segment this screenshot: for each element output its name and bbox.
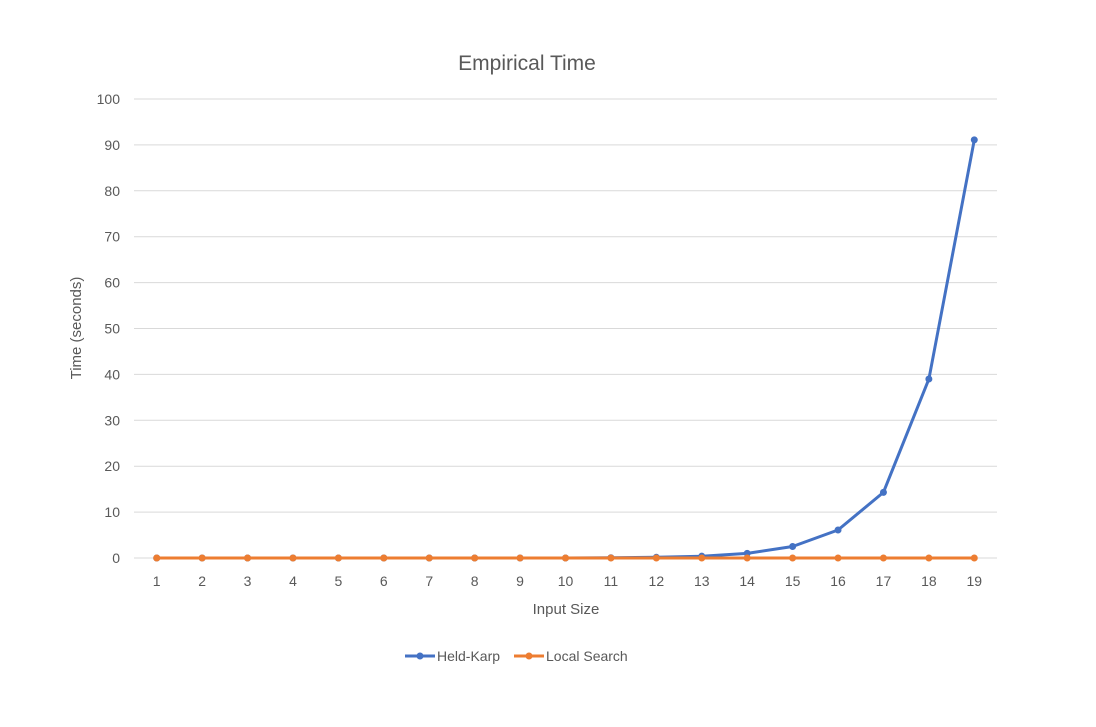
x-tick-label: 6 <box>380 573 388 589</box>
legend-item: Local Search <box>514 648 628 664</box>
data-point <box>652 554 660 562</box>
chart-title: Empirical Time <box>458 52 596 75</box>
x-tick-label: 3 <box>244 573 252 589</box>
y-tick-label: 0 <box>112 550 120 566</box>
legend-marker <box>525 652 533 660</box>
x-tick-label: 5 <box>334 573 342 589</box>
x-tick-label: 12 <box>649 573 665 589</box>
series-line <box>155 138 976 560</box>
data-point <box>834 554 842 562</box>
data-point <box>334 554 342 562</box>
y-tick-label: 90 <box>104 137 120 153</box>
y-axis-ticks: 0 10 20 30 40 50 60 70 80 90 100 <box>97 91 121 566</box>
data-point <box>562 554 569 562</box>
data-point <box>879 554 887 562</box>
data-point <box>970 136 978 144</box>
data-point <box>789 543 797 551</box>
y-tick-label: 60 <box>104 275 120 291</box>
gridlines <box>134 98 997 559</box>
legend-label: Held-Karp <box>437 648 500 664</box>
x-tick-label: 15 <box>785 573 801 589</box>
y-tick-label: 80 <box>104 183 120 199</box>
legend-marker <box>416 652 424 660</box>
data-point <box>153 554 161 562</box>
y-tick-label: 10 <box>104 504 120 520</box>
x-tick-label: 1 <box>153 573 161 589</box>
y-tick-label: 30 <box>104 412 120 428</box>
x-tick-label: 13 <box>694 573 710 589</box>
data-point <box>471 554 479 562</box>
x-tick-label: 11 <box>604 573 619 589</box>
x-tick-label: 4 <box>289 573 297 589</box>
data-point <box>879 488 887 496</box>
x-tick-label: 16 <box>830 573 846 589</box>
series-layer <box>153 136 978 562</box>
y-axis-title: Time (seconds) <box>68 277 85 380</box>
data-point <box>380 554 388 562</box>
y-tick-label: 70 <box>104 229 120 245</box>
y-tick-label: 50 <box>104 321 120 337</box>
x-tick-label: 8 <box>471 573 479 589</box>
data-point <box>425 554 433 562</box>
y-tick-label: 100 <box>97 91 121 107</box>
data-point <box>289 554 297 562</box>
x-tick-label: 19 <box>967 573 983 589</box>
legend-label: Local Search <box>546 648 628 664</box>
x-tick-label: 2 <box>198 573 206 589</box>
x-tick-label: 9 <box>516 573 524 589</box>
x-axis-ticks: 1 2 3 4 5 6 7 8 9 10 11 12 13 14 15 16 17 18 19 <box>153 573 982 589</box>
data-point <box>244 554 252 562</box>
data-point <box>789 554 797 562</box>
data-point <box>925 554 933 562</box>
y-tick-label: 20 <box>104 458 120 474</box>
x-tick-label: 7 <box>425 573 433 589</box>
series-local-search <box>153 554 978 562</box>
x-axis-title: Input Size <box>533 601 600 618</box>
legend-item: Held-Karp <box>405 648 500 664</box>
data-point <box>198 554 206 562</box>
x-tick-label: 10 <box>558 573 574 589</box>
x-tick-label: 17 <box>876 573 892 589</box>
series-held-karp <box>153 136 978 562</box>
x-tick-label: 14 <box>739 573 755 589</box>
data-point <box>925 375 933 383</box>
data-point <box>834 526 842 534</box>
x-tick-label: 18 <box>921 573 937 589</box>
data-point <box>743 554 751 562</box>
legend: Held-Karp Local Search <box>405 648 628 664</box>
y-tick-label: 40 <box>104 366 120 382</box>
data-point <box>516 554 524 562</box>
data-point <box>970 554 978 562</box>
data-point <box>698 554 706 562</box>
data-point <box>607 554 615 562</box>
